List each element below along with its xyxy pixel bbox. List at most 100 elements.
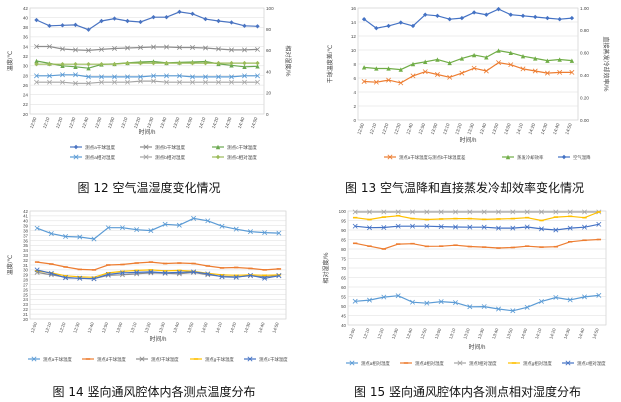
data-point [47,23,52,29]
data-point [164,60,169,66]
gridlines [358,7,578,121]
x-tick-label: 12:40 [81,116,90,129]
data-point [539,226,544,232]
legend-marker [565,360,571,366]
data-point [496,60,502,66]
y-tick-label: 39 [23,224,28,229]
y-tick-label: 80 [341,247,346,252]
data-point [242,60,247,66]
data-point [63,234,69,240]
x-tick-label: 12:20 [381,122,390,135]
series-1 [352,292,602,314]
y-tick-label: 85 [341,237,346,242]
y-tick-label: 22 [23,307,28,312]
y-tick-label: 8 [353,62,356,67]
legend-marker [215,154,221,160]
data-point [567,225,573,231]
data-point [545,15,550,21]
data-point [177,60,182,66]
data-point [247,229,253,235]
chart-fig13: 0 2 4 6 8 10 12 14 16 0.00 0.20 0.40 0.60 0.80 1.00 12:… [318,2,616,174]
data-point [381,294,387,300]
legend-item: 测点a干球温度 [70,144,116,151]
data-point [255,73,260,79]
y-tick-label: 40 [23,15,29,20]
data-point [524,304,530,310]
y-tick-label: 36 [23,238,28,243]
x-tick-label: 13:50 [505,327,514,340]
x-tick-label: 12:00 [348,327,357,340]
legend-marker [215,144,221,150]
data-point [386,77,392,83]
x-tick-label: 14:50 [250,116,259,129]
data-point [203,79,208,85]
data-point [508,62,514,68]
y-tick-label: 6 [353,76,356,81]
data-point [164,44,169,50]
legend-item: 测点a相对湿度 [70,154,116,161]
data-point [467,304,473,310]
y-tick-label: 29 [23,273,28,278]
data-point [386,66,391,71]
data-point [553,209,559,215]
data-point [73,72,78,78]
x-tick-label: 13:30 [146,116,155,129]
data-point [86,27,91,32]
x-tick-label: 14:40 [552,122,561,135]
y2-tick-label: 80 [266,27,272,32]
data-point [410,61,416,67]
data-point [34,267,40,273]
x-tick-label: 13:40 [479,122,488,135]
data-point [410,209,415,215]
data-point [447,74,453,80]
x-tick-label: 12:40 [86,321,95,334]
x-tick-label: 13:20 [133,116,142,129]
x-tick-label: 13:00 [107,116,116,129]
x-tick-label: 13:10 [120,116,129,129]
data-point [483,68,489,74]
data-point [255,64,260,69]
x-tick-label: 12:50 [419,327,428,340]
plot-area [29,7,265,115]
data-point [361,65,367,70]
data-point [233,274,239,280]
legend-item: 测点d干球温度 [82,356,126,363]
series-line [355,223,599,231]
legend-label: 测点b干球温度 [155,144,186,151]
y-tick-label: 100 [339,209,347,214]
legend-item: 测点b相对湿度 [140,154,186,161]
legend-label: 测点f相对湿度 [469,360,497,367]
data-point [361,17,367,22]
legend-item: 测点c干球温度 [244,356,288,363]
data-point [508,12,513,17]
data-point [216,74,221,80]
data-point [164,14,169,20]
x-tick-label: 13:30 [477,327,486,340]
data-point [219,223,225,229]
data-point [373,79,379,85]
data-point [471,65,477,71]
y-tick-label: 25 [23,292,28,297]
legend-label: 测点c干球温度 [227,144,257,151]
data-point [520,13,526,19]
legend-marker [247,356,253,362]
data-point [557,57,562,62]
x-tick-label: 14:50 [271,321,280,334]
data-point [247,272,253,278]
x-tick-label: 14:10 [515,122,524,135]
series-2 [361,48,575,72]
data-point [138,74,143,80]
caption-fig13: 图 13 空气温降和直接蒸发冷却效率变化情况 [345,181,584,195]
y-tick-label: 32 [23,54,29,59]
data-point [471,52,477,58]
data-point [177,45,182,50]
gridlines [30,210,286,320]
data-point [60,61,65,67]
data-point [134,269,140,275]
caption-fig14: 图 14 竖向通风腔体内各测点温度分布 [52,385,256,399]
x-tick-label: 14:30 [540,122,549,135]
data-point [34,58,39,64]
data-point [190,74,195,80]
data-point [367,209,372,215]
data-point [138,60,143,66]
